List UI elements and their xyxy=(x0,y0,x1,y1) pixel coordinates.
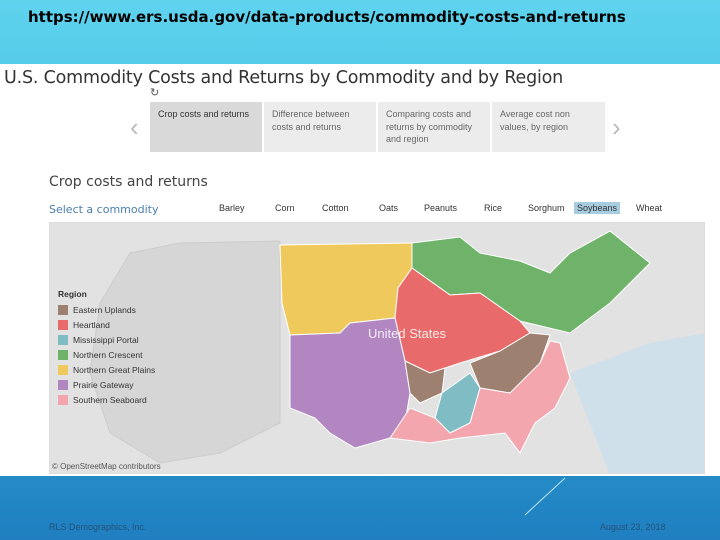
footer-date: August 23, 2018 xyxy=(600,522,666,532)
commodity-soybeans[interactable]: Soybeans xyxy=(574,202,621,214)
region-southern-seaboard xyxy=(389,340,571,454)
chevron-left-icon[interactable]: ‹ xyxy=(130,112,139,142)
legend-item[interactable]: Eastern Uplands xyxy=(58,302,155,317)
map-legend: Region Eastern Uplands Heartland Mississ… xyxy=(58,289,155,407)
dashboard-screenshot: U.S. Commodity Costs and Returns by Comm… xyxy=(0,64,720,476)
tab-average-cost[interactable]: Average cost non values, by region xyxy=(492,102,605,152)
commodity-wheat[interactable]: Wheat xyxy=(636,203,663,213)
legend-label: Heartland xyxy=(73,319,110,330)
legend-label: Northern Crescent xyxy=(73,349,143,360)
url-caption: https://www.ers.usda.gov/data-products/c… xyxy=(28,8,626,26)
commodity-oats[interactable]: Oats xyxy=(379,203,399,213)
legend-swatch xyxy=(58,349,68,360)
legend-label: Eastern Uplands xyxy=(73,304,136,315)
legend-title: Region xyxy=(58,289,87,299)
section-title: Crop costs and returns xyxy=(49,174,208,190)
legend-item[interactable]: Mississippi Portal xyxy=(58,332,155,347)
legend-item[interactable]: Southern Seaboard xyxy=(58,392,155,407)
tab-crop-costs-and-returns[interactable]: Crop costs and returns xyxy=(150,102,262,152)
legend-item[interactable]: Prairie Gateway xyxy=(58,377,155,392)
footer-left: RLS Demographics, Inc. xyxy=(49,522,147,532)
legend-swatch xyxy=(58,379,68,390)
map-country-label: United States xyxy=(368,326,447,341)
commodity-corn[interactable]: Corn xyxy=(275,203,295,213)
legend-item[interactable]: Heartland xyxy=(58,317,155,332)
legend-label: Prairie Gateway xyxy=(73,379,134,390)
legend-swatch xyxy=(58,364,68,375)
map-svg: United States xyxy=(50,223,704,473)
legend-item[interactable]: Northern Great Plains xyxy=(58,362,155,377)
commodity-sorghum[interactable]: Sorghum xyxy=(528,203,565,213)
commodity-rice[interactable]: Rice xyxy=(484,203,503,213)
legend-label: Mississippi Portal xyxy=(73,334,139,345)
map-attribution[interactable]: © OpenStreetMap contributors xyxy=(52,462,161,471)
dashboard-title: U.S. Commodity Costs and Returns by Comm… xyxy=(4,68,564,88)
select-commodity-label: Select a commodity xyxy=(49,203,159,216)
commodity-cotton[interactable]: Cotton xyxy=(322,203,349,213)
legend-swatch xyxy=(58,304,68,315)
legend-label: Southern Seaboard xyxy=(73,394,147,405)
legend-label: Northern Great Plains xyxy=(73,364,156,375)
tab-difference-between-costs[interactable]: Difference between costs and returns xyxy=(264,102,376,152)
legend-swatch xyxy=(58,319,68,330)
commodity-barley[interactable]: Barley xyxy=(219,203,245,213)
region-map[interactable]: United States Region Eastern Uplands Hea… xyxy=(49,222,705,474)
legend-swatch xyxy=(58,394,68,405)
reload-icon[interactable]: ↻ xyxy=(150,87,160,99)
legend-item[interactable]: Northern Crescent xyxy=(58,347,155,362)
tab-comparing-costs[interactable]: Comparing costs and returns by commodity… xyxy=(378,102,490,152)
commodity-peanuts[interactable]: Peanuts xyxy=(424,203,458,213)
chevron-right-icon[interactable]: › xyxy=(612,112,621,142)
legend-swatch xyxy=(58,334,68,345)
